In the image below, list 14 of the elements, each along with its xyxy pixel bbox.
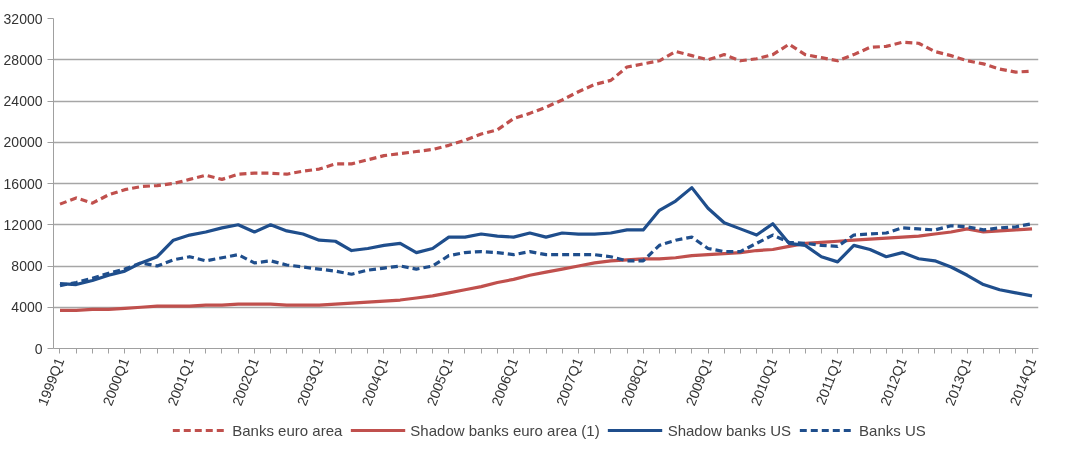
y-tick-label: 32000 bbox=[3, 10, 43, 27]
y-tick-label: 28000 bbox=[3, 51, 43, 68]
legend-label: Shadow banks US bbox=[667, 421, 792, 439]
y-tick-label: 12000 bbox=[3, 216, 43, 233]
y-tick-label: 24000 bbox=[3, 93, 43, 109]
legend-label: Banks US bbox=[859, 421, 926, 439]
y-tick-label: 0 bbox=[34, 340, 43, 357]
y-tick-label: 16000 bbox=[3, 175, 43, 192]
y-tick-label: 8000 bbox=[11, 258, 43, 274]
legend-label: Banks euro area bbox=[232, 421, 343, 439]
y-tick-label: 20000 bbox=[3, 134, 43, 151]
line-series bbox=[58, 227, 1034, 312]
y-tick-label: 4000 bbox=[11, 299, 43, 316]
legend-label: Shadow banks euro area (1) bbox=[410, 421, 600, 439]
